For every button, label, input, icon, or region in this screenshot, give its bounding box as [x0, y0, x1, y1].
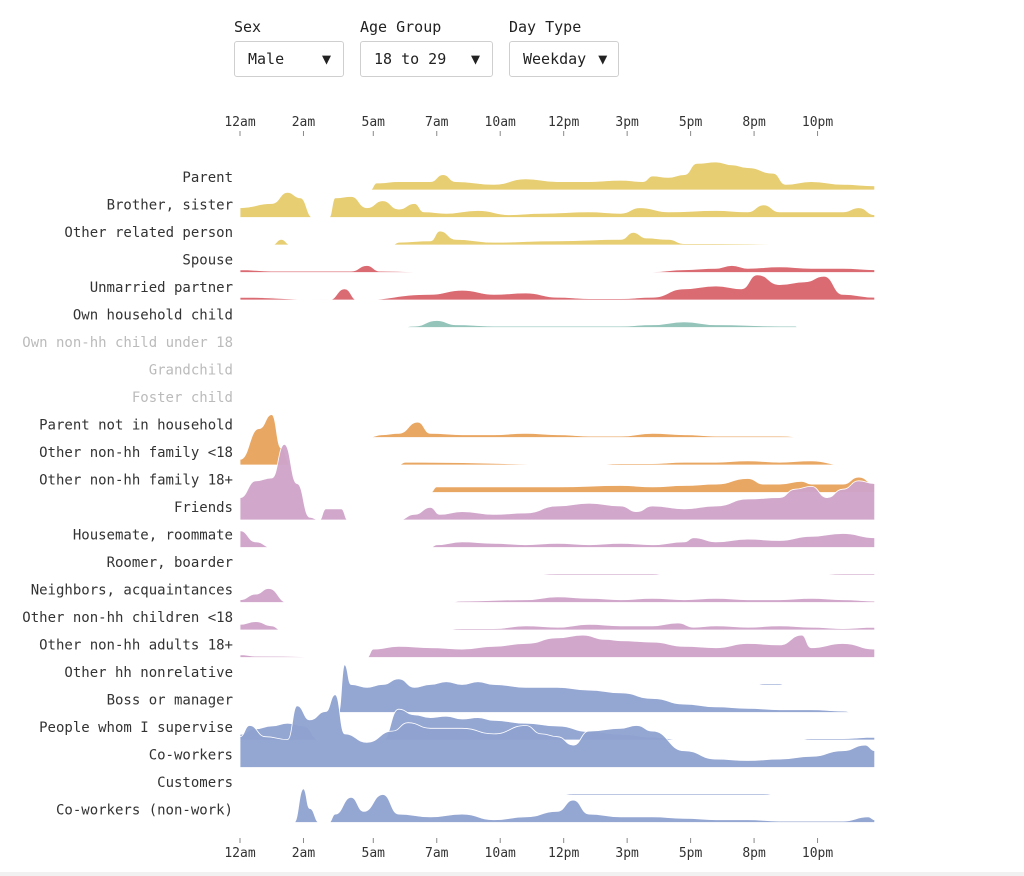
ridge-area-housemate-roommate[interactable] [239, 530, 876, 548]
ridge-area-brother-sister[interactable] [239, 191, 876, 218]
row-label-co-workers-non-work[interactable]: Co-workers (non-work) [56, 803, 233, 819]
age-group-filter-label: Age Group [360, 18, 442, 36]
x-tick-label-bottom-12pm: 12pm [548, 846, 579, 861]
row-label-other-related-person[interactable]: Other related person [64, 225, 233, 241]
sex-select[interactable]: Male ▼ [234, 41, 344, 77]
row-label-boss-or-manager[interactable]: Boss or manager [107, 693, 233, 709]
ridge-area-other-non-hh-family-18[interactable] [430, 476, 876, 493]
ridge-area-roomer-boarder[interactable] [525, 573, 876, 576]
row-label-other-non-hh-children-18[interactable]: Other non-hh children <18 [22, 610, 233, 626]
dropdown-arrow-icon: ▼ [598, 50, 608, 68]
ridge-area-co-workers[interactable] [239, 694, 876, 768]
day-type-filter-label: Day Type [509, 18, 582, 36]
x-tick-label-top-12pm: 12pm [548, 115, 579, 130]
row-label-other-hh-nonrelative[interactable]: Other hh nonrelative [64, 665, 233, 681]
ridge-area-other-non-hh-children-18[interactable] [239, 621, 876, 631]
row-label-other-non-hh-family-18[interactable]: Other non-hh family 18+ [39, 473, 233, 489]
row-label-own-household-child[interactable]: Own household child [73, 308, 233, 324]
ridge-area-other-hh-nonrelative[interactable] [754, 683, 786, 686]
x-tick-label-bottom-7am: 7am [425, 846, 449, 861]
x-tick-label-bottom-5pm: 5pm [679, 846, 703, 861]
row-label-brother-sister[interactable]: Brother, sister [107, 198, 233, 214]
x-tick-label-top-2am: 2am [292, 115, 316, 130]
ridge-area-co-workers-non-work[interactable] [293, 788, 876, 823]
x-tick-label-bottom-3pm: 3pm [615, 846, 639, 861]
row-label-customers[interactable]: Customers [157, 775, 233, 791]
ridge-area-parent-not-in-household[interactable] [366, 421, 812, 438]
row-label-other-non-hh-family-18[interactable]: Other non-hh family <18 [39, 445, 233, 461]
ridge-area-other-related-person[interactable] [271, 230, 875, 246]
ridge-area-other-non-hh-family-18[interactable] [239, 414, 843, 466]
ridge-area-boss-or-manager[interactable] [338, 664, 856, 713]
ridge-area-parent[interactable] [369, 161, 876, 191]
row-label-neighbors-acquaintances[interactable]: Neighbors, acquaintances [31, 583, 233, 599]
age-group-filter: Age Group 18 to 29 ▼ [360, 18, 493, 77]
ridge-area-spouse[interactable] [239, 265, 876, 273]
age-group-select[interactable]: 18 to 29 ▼ [360, 41, 493, 77]
bottom-divider [0, 872, 1024, 876]
x-tick-label-top-5am: 5am [362, 115, 386, 130]
x-tick-label-bottom-5am: 5am [362, 846, 386, 861]
x-tick-label-top-8pm: 8pm [742, 115, 766, 130]
day-type-select[interactable]: Weekday ▼ [509, 41, 619, 77]
dropdown-arrow-icon: ▼ [470, 50, 480, 68]
ridge-area-friends[interactable] [239, 443, 876, 521]
dropdown-arrow-icon: ▼ [321, 50, 331, 68]
x-tick-label-top-10pm: 10pm [802, 115, 833, 130]
x-tick-label-top-3pm: 3pm [615, 115, 639, 130]
row-label-parent-not-in-household[interactable]: Parent not in household [39, 418, 233, 434]
row-label-foster-child[interactable]: Foster child [132, 390, 233, 406]
row-label-parent[interactable]: Parent [182, 170, 233, 186]
x-tick-label-top-5pm: 5pm [679, 115, 703, 130]
ridge-area-neighbors-acquaintances[interactable] [239, 588, 876, 603]
x-tick-label-bottom-2am: 2am [292, 846, 316, 861]
sex-select-value: Male [248, 50, 285, 68]
row-label-people-whom-i-supervise[interactable]: People whom I supervise [39, 720, 233, 736]
filter-bar: Sex Male ▼ Age Group 18 to 29 ▼ Day Type… [234, 18, 619, 77]
ridge-area-other-non-hh-adults-18[interactable] [239, 634, 876, 658]
day-type-select-value: Weekday [523, 50, 587, 68]
x-tick-label-bottom-10am: 10am [485, 846, 516, 861]
ridge-area-unmarried-partner[interactable] [239, 274, 876, 301]
ridge-area-own-household-child[interactable] [398, 320, 799, 328]
x-tick-label-top-7am: 7am [425, 115, 449, 130]
x-tick-label-bottom-12am: 12am [224, 846, 255, 861]
x-tick-label-bottom-8pm: 8pm [742, 846, 766, 861]
row-label-friends[interactable]: Friends [174, 500, 233, 516]
row-label-co-workers[interactable]: Co-workers [149, 748, 233, 764]
x-tick-label-top-12am: 12am [224, 115, 255, 130]
row-label-housemate-roommate[interactable]: Housemate, roommate [73, 528, 233, 544]
row-label-grandchild[interactable]: Grandchild [149, 363, 233, 379]
sex-filter-label: Sex [234, 18, 262, 36]
row-label-spouse[interactable]: Spouse [182, 253, 233, 269]
row-label-roomer-boarder[interactable]: Roomer, boarder [107, 555, 233, 571]
x-tick-label-bottom-10pm: 10pm [802, 846, 833, 861]
sex-filter: Sex Male ▼ [234, 18, 344, 77]
x-tick-label-top-10am: 10am [485, 115, 516, 130]
row-label-own-non-hh-child-under-18[interactable]: Own non-hh child under 18 [22, 335, 233, 351]
row-label-other-non-hh-adults-18[interactable]: Other non-hh adults 18+ [39, 638, 233, 654]
day-type-filter: Day Type Weekday ▼ [509, 18, 619, 77]
age-group-select-value: 18 to 29 [374, 50, 447, 68]
ridge-area-customers[interactable] [557, 793, 780, 796]
row-label-unmarried-partner[interactable]: Unmarried partner [90, 280, 233, 296]
